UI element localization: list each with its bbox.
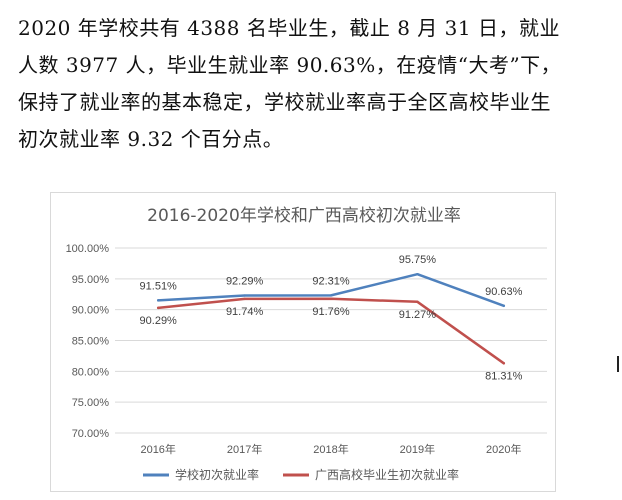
- grid-lines: [115, 247, 547, 434]
- chart-legend: 学校初次就业率 广西高校毕业生初次就业率: [143, 467, 459, 482]
- legend-label: 广西高校毕业生初次就业率: [315, 467, 459, 482]
- data-point: [243, 297, 246, 301]
- data-label: 91.74%: [226, 306, 264, 318]
- data-point: [157, 299, 160, 302]
- legend-label: 学校初次就业率: [175, 467, 259, 482]
- y-axis-ticks: 100.00% 95.00% 90.00% 85.00% 80.00% 75.00% 70.…: [66, 243, 110, 440]
- y-tick-label: 95.00%: [72, 274, 110, 286]
- x-axis-ticks: 2016年 2017年 2018年 2019年 2020年: [140, 442, 521, 456]
- y-tick-label: 75.00%: [72, 397, 110, 409]
- data-point: [416, 300, 419, 304]
- x-tick-label: 2020年: [486, 442, 521, 456]
- series-lines: [156, 272, 506, 365]
- data-label: 90.63%: [485, 286, 523, 298]
- chart-title: 2016-2020年学校和广西高校初次就业率: [147, 206, 461, 226]
- paragraph-line: 保持了就业率的基本稳定，学校就业率高于全区高校毕业生: [18, 90, 551, 114]
- data-point: [502, 362, 505, 365]
- x-tick-label: 2017年: [227, 442, 262, 456]
- y-tick-label: 90.00%: [72, 305, 110, 317]
- data-point: [416, 273, 419, 276]
- data-point: [243, 294, 246, 297]
- data-label: 92.29%: [226, 276, 264, 288]
- y-tick-label: 100.00%: [66, 243, 110, 255]
- data-label: 81.31%: [485, 370, 523, 382]
- data-point: [329, 294, 333, 297]
- data-point: [329, 297, 333, 301]
- intro-paragraph: 2020 年学校共有 4388 名毕业生，截止 8 月 31 日，就业 人数 3…: [18, 10, 614, 158]
- line-chart-svg: 2016-2020年学校和广西高校初次就业率 100.00% 95.00% 90.0…: [66, 206, 547, 482]
- data-label: 90.29%: [140, 315, 178, 327]
- y-tick-label: 70.00%: [72, 428, 110, 440]
- data-point: [502, 304, 505, 307]
- data-labels: 91.51% 92.29% 92.31% 95.75% 90.63% 90.29% 91.7…: [140, 254, 523, 382]
- data-label: 91.27%: [399, 309, 437, 321]
- data-label: 95.75%: [399, 254, 437, 266]
- paragraph-line: 初次就业率 9.32 个百分点。: [18, 127, 284, 151]
- employment-rate-chart: 2016-2020年学校和广西高校初次就业率 100.00% 95.00% 90.0…: [50, 192, 556, 492]
- data-label: 92.31%: [312, 275, 350, 287]
- x-tick-label: 2016年: [140, 442, 175, 456]
- data-point: [157, 306, 160, 310]
- y-tick-label: 80.00%: [72, 366, 110, 378]
- y-tick-label: 85.00%: [72, 336, 110, 348]
- x-tick-label: 2019年: [400, 442, 435, 456]
- data-label: 91.51%: [140, 280, 178, 292]
- paragraph-line: 人数 3977 人，毕业生就业率 90.63%，在疫情“大考”下，: [18, 53, 562, 77]
- x-tick-label: 2018年: [313, 442, 348, 456]
- paragraph-line: 2020 年学校共有 4388 名毕业生，截止 8 月 31 日，就业: [18, 16, 560, 40]
- data-label: 91.76%: [312, 306, 350, 318]
- edge-mark: [617, 356, 619, 372]
